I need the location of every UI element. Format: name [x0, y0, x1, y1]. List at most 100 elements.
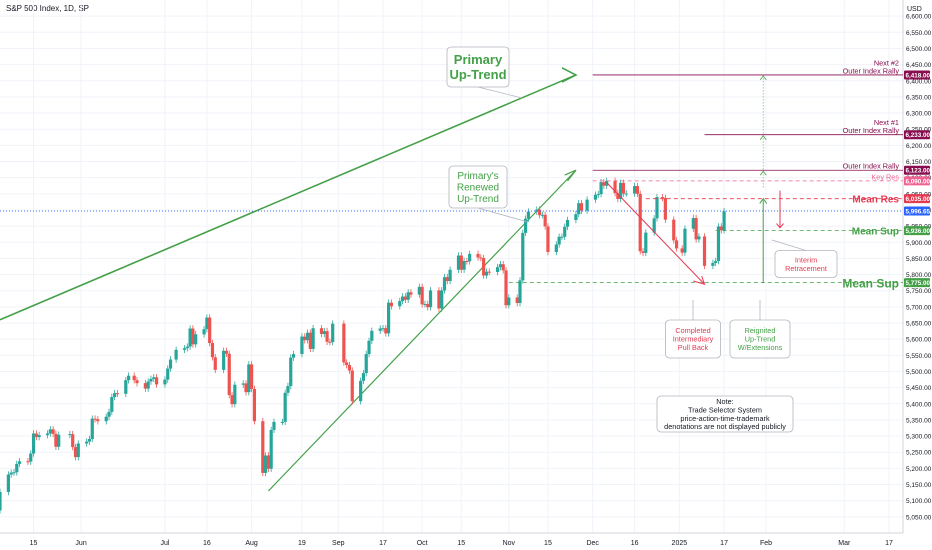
- x-tick-label: 17: [720, 540, 728, 547]
- candle-body: [482, 258, 486, 276]
- candle-body: [305, 332, 310, 341]
- level-label: Mean Sup: [842, 277, 899, 291]
- x-tick-label: 15: [544, 540, 552, 547]
- candle-body: [398, 301, 402, 307]
- candle-body: [54, 433, 58, 447]
- candle-body: [233, 384, 237, 405]
- candle-body: [154, 377, 159, 385]
- candle-body: [605, 180, 609, 186]
- candle-body: [359, 380, 363, 402]
- candle-body: [149, 378, 153, 382]
- candle-body: [364, 354, 368, 374]
- candle-body: [191, 328, 195, 345]
- candle-body: [48, 429, 52, 434]
- y-tick-label: 5,050.00: [906, 514, 932, 521]
- level-label: Outer Index Rally: [843, 162, 900, 171]
- candle-body: [635, 186, 640, 194]
- pullback-arrowhead: [693, 276, 706, 286]
- candle-body: [283, 392, 287, 422]
- candle-body: [557, 236, 561, 245]
- candle-body: [574, 214, 578, 220]
- price-badge: [904, 194, 930, 204]
- candle-body: [619, 182, 623, 199]
- y-tick-label: 6,600.00: [906, 14, 932, 21]
- candle-body: [174, 349, 178, 360]
- candle-body: [484, 271, 489, 276]
- candle-body: [599, 182, 603, 195]
- candle-body: [146, 381, 150, 389]
- candle-body: [85, 441, 89, 444]
- candle-body: [426, 303, 430, 308]
- candle-body: [342, 323, 346, 363]
- candle-body: [507, 297, 511, 306]
- y-tick-label: 6,200.00: [906, 143, 932, 150]
- candle-body: [652, 218, 656, 233]
- price-badge-text: 6,123.00: [906, 168, 931, 175]
- callout-text: Up-Trend: [457, 194, 499, 205]
- candle-body: [269, 429, 273, 469]
- price-badge-text: 6,418.00: [906, 72, 931, 79]
- candle-body: [565, 219, 570, 227]
- y-tick-label: 5,550.00: [906, 353, 932, 360]
- x-tick-label: Sep: [332, 540, 345, 547]
- candle-body: [722, 211, 726, 231]
- callout-text: Trade Selector System: [688, 405, 762, 414]
- y-tick-label: 5,300.00: [906, 434, 932, 441]
- candle-body: [694, 218, 698, 240]
- retracement-arrowhead: [776, 223, 784, 229]
- candle-body: [210, 343, 215, 358]
- level-prefix-label: Next #1: [874, 118, 899, 127]
- x-tick-label: Aug: [245, 540, 258, 547]
- candle-body: [263, 455, 268, 473]
- y-tick-label: 5,500.00: [906, 369, 932, 376]
- callout-pointer: [477, 207, 529, 223]
- candle-body: [194, 334, 198, 345]
- y-tick-label: 6,500.00: [906, 46, 932, 53]
- candle-body: [680, 248, 684, 253]
- x-tick-label: 15: [457, 540, 465, 547]
- candle-body: [535, 209, 539, 212]
- candle-body: [674, 240, 679, 249]
- candle-body: [554, 244, 558, 252]
- candle-body: [487, 271, 491, 273]
- y-tick-label: 5,650.00: [906, 321, 932, 328]
- candle-body: [389, 302, 393, 307]
- candle-body: [250, 364, 254, 389]
- candle-body: [57, 434, 61, 447]
- callout-text: Intermediary: [673, 335, 714, 344]
- x-tick-label: Mar: [838, 540, 851, 547]
- candle-body: [107, 411, 111, 417]
- candle-body: [208, 317, 212, 344]
- candle-body: [403, 296, 407, 300]
- candle-body: [367, 340, 371, 355]
- candle-body: [613, 180, 617, 194]
- x-tick-label: 2025: [672, 540, 688, 547]
- candle-body: [465, 261, 469, 263]
- candle-body: [213, 357, 217, 370]
- price-badge: [904, 130, 930, 140]
- callout-text: W/Extensions: [738, 343, 783, 352]
- candle-body: [716, 226, 721, 262]
- candle-body: [596, 194, 600, 196]
- candle-body: [51, 429, 55, 434]
- price-badge: [904, 226, 930, 236]
- candle-body: [406, 292, 410, 300]
- level-label: Outer Index Rally: [843, 66, 900, 75]
- candle-body: [90, 418, 94, 439]
- candle-body: [602, 182, 606, 186]
- candle-body: [417, 286, 421, 295]
- candle-body: [409, 292, 413, 295]
- candle-body: [230, 395, 234, 405]
- candle-body: [104, 416, 108, 422]
- y-tick-label: 5,100.00: [906, 498, 932, 505]
- candle-body: [420, 286, 424, 305]
- candle-body: [110, 397, 114, 412]
- candle-body: [205, 317, 209, 330]
- extension-arrowhead: [759, 75, 767, 81]
- primary-uptrend-arrowhead: [561, 67, 578, 83]
- candle-body: [17, 461, 22, 464]
- candle-body: [6, 474, 10, 492]
- candle-body: [437, 290, 441, 309]
- callout-text: Retracement: [785, 264, 827, 273]
